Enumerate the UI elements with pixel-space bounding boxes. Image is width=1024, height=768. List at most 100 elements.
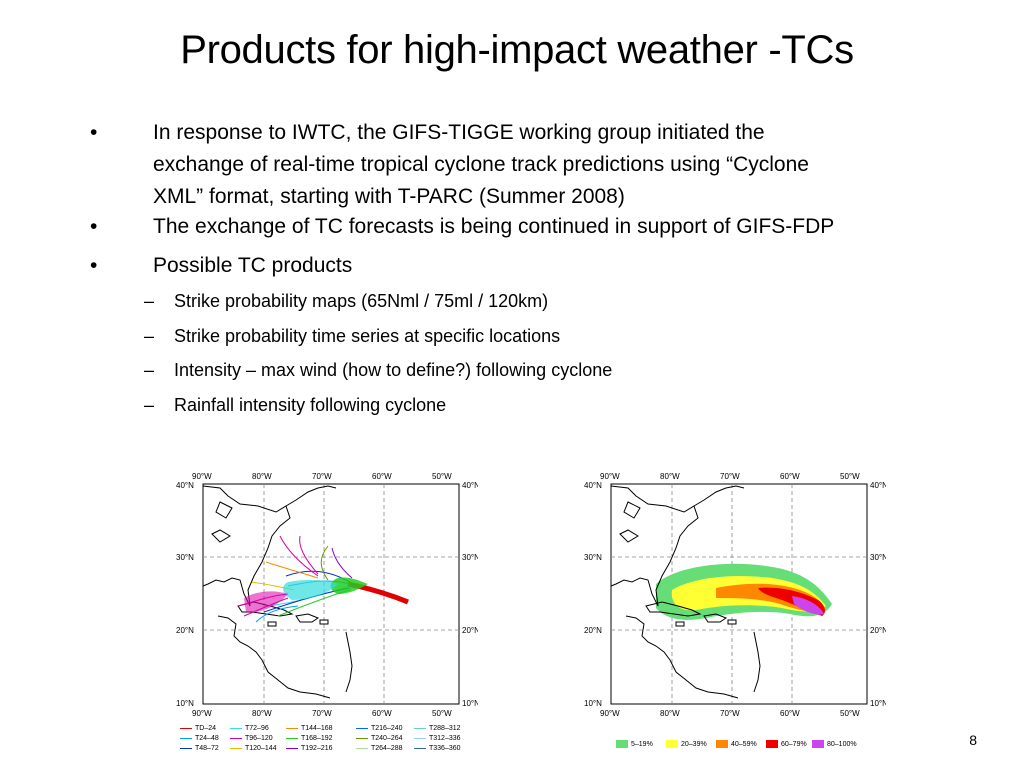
track-legend-label: T144–168 — [301, 725, 333, 732]
lon-label: 60°W — [780, 472, 800, 481]
probability-swath — [656, 563, 832, 620]
lat-label: 20°N — [176, 626, 194, 635]
track-legend-swatch — [356, 747, 368, 749]
sub-bullet-marker: – — [144, 326, 155, 346]
track-legend-label: TD–24 — [195, 725, 217, 732]
sub-bullet-text: Strike probability maps (65Nml / 75ml / … — [174, 291, 549, 311]
probability-legend-item: 20–39% — [666, 740, 707, 749]
track-legend-item: T264–288 — [356, 744, 403, 753]
bullet-text: XML” format, starting with T-PARC (Summe… — [153, 185, 625, 208]
lat-label: 40°N — [870, 481, 886, 490]
track-legend-item: T288–312 — [414, 724, 461, 733]
lat-label: 30°N — [176, 553, 194, 562]
lon-label: 50°W — [432, 472, 452, 481]
lon-label: 60°W — [780, 709, 800, 718]
bullet-marker: • — [90, 121, 98, 144]
track-legend-item: T96–120 — [230, 734, 273, 743]
track-legend-label: T120–144 — [245, 745, 277, 752]
track-legend-item: T120–144 — [230, 744, 277, 753]
lon-label: 60°W — [372, 472, 392, 481]
bullet-text: In response to IWTC, the GIFS-TIGGE work… — [153, 121, 765, 144]
map-axis-labels: 90°W 80°W 70°W 60°W 50°W 90°W 80°W 70°W … — [176, 472, 480, 718]
track-legend-label: T240–264 — [371, 735, 403, 742]
track-legend: TD–24 T24–48 T48–72 T72–96 T96–120 T120–144 T1… — [180, 724, 480, 764]
probability-legend-swatch — [716, 740, 728, 749]
track-legend-label: T96–120 — [245, 735, 273, 742]
track-legend-label: T48–72 — [195, 745, 219, 752]
probability-legend-swatch — [766, 740, 778, 749]
sub-bullet-marker: – — [144, 395, 155, 415]
track-map-svg: 90°W 80°W 70°W 60°W 50°W 90°W 80°W 70°W … — [176, 472, 480, 718]
track-cluster — [330, 577, 368, 594]
probability-legend: 5–19% 20–39% 40–59% 60–79% 80–100% — [616, 740, 916, 752]
sub-bullet-text: Rainfall intensity following cyclone — [174, 395, 447, 415]
track-legend-swatch — [230, 747, 242, 749]
track-legend-label: T312–336 — [429, 735, 461, 742]
track-legend-label: T288–312 — [429, 725, 461, 732]
lon-label: 80°W — [660, 472, 680, 481]
probability-legend-label: 60–79% — [781, 741, 807, 748]
probability-legend-label: 5–19% — [631, 741, 653, 748]
sub-bullet-text: Strike probability time series at specif… — [174, 326, 561, 346]
track-legend-item: T72–96 — [230, 724, 269, 733]
sub-bullet-marker: – — [144, 360, 155, 380]
probability-legend-swatch — [666, 740, 678, 749]
coastline — [610, 485, 761, 699]
lat-label: 30°N — [462, 553, 478, 562]
track-legend-label: T192–216 — [301, 745, 333, 752]
lat-label: 40°N — [584, 481, 602, 490]
lon-label: 70°W — [720, 709, 740, 718]
lat-label: 10°N — [176, 699, 194, 708]
lon-label: 80°W — [252, 472, 272, 481]
probability-legend-label: 80–100% — [827, 741, 857, 748]
track-legend-label: T264–288 — [371, 745, 403, 752]
lat-label: 20°N — [870, 626, 886, 635]
probability-legend-item: 5–19% — [616, 740, 653, 749]
lat-label: 10°N — [584, 699, 602, 708]
lat-label: 30°N — [584, 553, 602, 562]
track-legend-swatch — [414, 747, 426, 749]
track-legend-item: T192–216 — [286, 744, 333, 753]
probability-map: 90°W 80°W 70°W 60°W 50°W 90°W 80°W 70°W … — [576, 466, 888, 727]
sub-bullet-marker: – — [144, 291, 155, 311]
track-legend-item: T144–168 — [286, 724, 333, 733]
lon-label: 70°W — [720, 472, 740, 481]
lat-label: 10°N — [462, 699, 478, 708]
probability-legend-item: 60–79% — [766, 740, 807, 749]
track-legend-label: T72–96 — [245, 725, 269, 732]
track-legend-swatch — [356, 727, 368, 729]
lat-label: 30°N — [870, 553, 886, 562]
lon-label: 70°W — [312, 472, 332, 481]
probability-legend-swatch — [616, 740, 628, 749]
track-legend-swatch — [180, 747, 192, 749]
track-legend-item: T216–240 — [356, 724, 403, 733]
lon-label: 60°W — [372, 709, 392, 718]
slide-title: Products for high-impact weather -TCs — [180, 28, 854, 72]
lon-label: 80°W — [660, 709, 680, 718]
track-legend-item: T48–72 — [180, 744, 219, 753]
probability-legend-swatch — [812, 740, 824, 749]
bullet-text: exchange of real-time tropical cyclone t… — [153, 153, 809, 176]
track-legend-swatch — [180, 737, 192, 739]
map-gridlines — [611, 484, 867, 704]
lat-label: 40°N — [462, 481, 478, 490]
lon-label: 90°W — [192, 472, 212, 481]
bullet-marker: • — [90, 254, 98, 277]
track-legend-swatch — [230, 737, 242, 739]
probability-legend-label: 20–39% — [681, 741, 707, 748]
track-cluster — [244, 591, 288, 613]
bullet-marker: • — [90, 215, 98, 238]
probability-map-svg: 90°W 80°W 70°W 60°W 50°W 90°W 80°W 70°W … — [584, 472, 888, 718]
track-legend-swatch — [286, 737, 298, 739]
track-legend-swatch — [286, 747, 298, 749]
lon-label: 90°W — [600, 472, 620, 481]
bullet-text: Possible TC products — [153, 254, 353, 277]
lon-label: 90°W — [600, 709, 620, 718]
track-map: 90°W 80°W 70°W 60°W 50°W 90°W 80°W 70°W … — [168, 466, 480, 727]
lon-label: 50°W — [840, 709, 860, 718]
track-legend-label: T216–240 — [371, 725, 403, 732]
track-legend-swatch — [286, 727, 298, 729]
map-axis-labels: 90°W 80°W 70°W 60°W 50°W 90°W 80°W 70°W … — [584, 472, 888, 718]
track-legend-swatch — [414, 737, 426, 739]
track-legend-swatch — [414, 727, 426, 729]
